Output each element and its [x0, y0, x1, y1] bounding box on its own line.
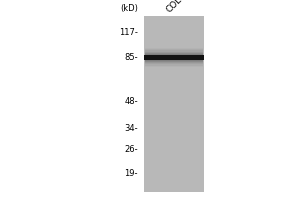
Text: 117-: 117-	[119, 28, 138, 37]
Text: 26-: 26-	[124, 145, 138, 154]
Text: 19-: 19-	[124, 169, 138, 178]
Bar	[145, 49, 203, 66]
Bar	[145, 48, 203, 67]
Bar	[145, 50, 203, 64]
Text: COLO205: COLO205	[165, 0, 201, 14]
Text: 34-: 34-	[124, 124, 138, 133]
Bar	[144, 55, 204, 60]
Bar	[145, 53, 203, 62]
Bar	[144, 16, 204, 192]
Bar	[145, 52, 203, 63]
Text: 85-: 85-	[124, 53, 138, 62]
Text: 48-: 48-	[124, 97, 138, 106]
Bar	[145, 54, 203, 61]
Text: (kD): (kD)	[120, 4, 138, 13]
